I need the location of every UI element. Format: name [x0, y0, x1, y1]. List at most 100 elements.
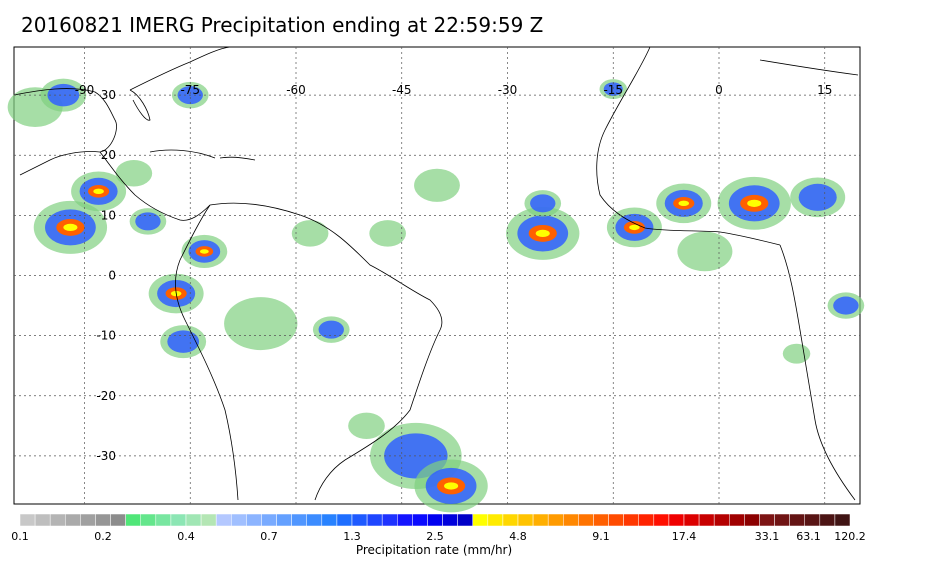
colorbar-swatch — [683, 513, 700, 527]
colorbar-tick-label: 33.1 — [755, 530, 780, 543]
coastline-africa-west — [596, 46, 781, 246]
precip-area-gulf-of-guinea — [677, 231, 733, 272]
precip-area-atlantic-itcz-west — [369, 220, 406, 247]
colorbar-tick-label: 1.3 — [343, 530, 361, 543]
colorbar-swatch — [246, 513, 262, 527]
colorbar-tick-label: 120.2 — [834, 530, 866, 543]
colorbar-swatch — [185, 513, 202, 527]
colorbar-swatch — [547, 513, 564, 527]
colorbar-swatch — [653, 513, 670, 527]
lat-tick-label: 20 — [101, 148, 116, 162]
colorbar-swatch — [261, 513, 277, 527]
colorbar-swatch — [427, 513, 443, 527]
colorbar-swatch — [49, 513, 66, 527]
colorbar-swatch — [276, 513, 292, 527]
colorbar-swatch — [231, 513, 247, 527]
colorbar-tick-label: 0.4 — [177, 530, 195, 543]
coastline-hispaniola — [219, 156, 256, 161]
colorbar-swatch — [366, 513, 383, 527]
colorbar-swatch — [608, 513, 624, 527]
coastline-central-america — [99, 151, 211, 221]
colorbar-swatch — [804, 513, 821, 527]
coastlines — [13, 46, 859, 501]
colorbar-swatch — [336, 513, 353, 527]
lon-tick-label: 15 — [817, 83, 832, 97]
colorbar-swatch — [34, 513, 51, 527]
coastline-africa-southwest — [779, 244, 856, 501]
coastline-gulf-of-mexico — [13, 88, 117, 176]
colorbar-swatch — [110, 513, 126, 527]
lon-tick-label: 0 — [715, 83, 723, 97]
colorbar-tick-label: 0.7 — [260, 530, 278, 543]
colorbar-swatch — [517, 513, 534, 527]
colorbar-title: Precipitation rate (mm/hr) — [355, 543, 513, 557]
coastline-florida — [129, 89, 151, 121]
precip-area-amazon-central — [224, 297, 298, 351]
precip-area-amazon-east — [312, 316, 350, 343]
lat-tick-label: 0 — [108, 269, 116, 283]
colorbar-swatch — [457, 513, 473, 527]
colorbar-swatch — [442, 513, 458, 527]
precip-area-atlantic-central — [414, 168, 460, 202]
precip-area-panama — [129, 208, 167, 235]
precip-area-east-pacific — [33, 200, 108, 254]
lon-tick-label: -60 — [286, 83, 306, 97]
coastline-cuba — [149, 149, 216, 159]
colorbar-tick-label: 63.1 — [796, 530, 821, 543]
colorbar-swatch — [744, 513, 760, 527]
colorbar-swatch — [381, 513, 398, 527]
colorbar-tick-label: 0.1 — [11, 530, 29, 543]
precip-area-peru — [160, 325, 207, 359]
colorbar-swatch — [19, 513, 36, 527]
colorbar-tick-label: 17.4 — [672, 530, 697, 543]
precip-area-iberia — [599, 79, 627, 100]
precip-area-sahel-west — [656, 183, 712, 224]
colorbar-swatch — [668, 513, 685, 527]
colorbar-swatch — [563, 513, 579, 527]
precip-area-guiana — [291, 220, 329, 247]
precip-area-cape-verde — [524, 190, 562, 217]
colorbar-swatch — [713, 513, 730, 527]
precipitation-layer — [7, 78, 865, 513]
colorbar-tick-label: 4.8 — [509, 530, 527, 543]
lat-tick-label: -20 — [96, 389, 116, 403]
colorbar-swatch — [412, 513, 428, 527]
colorbar-swatch — [638, 513, 655, 527]
colorbar-swatch — [623, 513, 639, 527]
colorbar-swatch — [351, 513, 368, 527]
lon-tick-label: -15 — [603, 83, 623, 97]
colorbar-swatch — [789, 513, 805, 527]
colorbar-swatch — [698, 513, 715, 527]
colorbar-tick-label: 0.2 — [94, 530, 112, 543]
colorbar-swatch — [291, 513, 307, 527]
colorbar-swatch — [80, 513, 96, 527]
colorbar-swatch — [532, 513, 549, 527]
colorbar-swatch — [487, 513, 504, 527]
colorbar-swatch — [140, 513, 157, 527]
colorbar-swatch — [215, 513, 232, 527]
map-title: 20160821 IMERG Precipitation ending at 2… — [21, 13, 544, 37]
colorbar-swatch — [819, 513, 836, 527]
colorbar-swatch — [729, 513, 745, 527]
lat-tick-label: -10 — [96, 329, 116, 343]
colorbar-swatch — [95, 513, 111, 527]
colorbar-swatch — [472, 513, 489, 527]
colorbar-swatch — [774, 513, 790, 527]
precip-area-uruguay — [348, 412, 385, 440]
precip-area-atlantic-itcz-east — [506, 206, 580, 260]
precip-area-guinea-coast — [606, 207, 662, 248]
colorbar-swatch — [397, 513, 413, 527]
lon-tick-label: -45 — [392, 83, 412, 97]
precip-area-south-atlantic-front-2 — [414, 459, 488, 513]
colorbar-swatch — [759, 513, 775, 527]
lon-tick-label: -75 — [180, 83, 200, 97]
graticule-labels: -90 -75 -60 -45 -30 -15 0 15 30 20 10 0 -10 -20 -30 — [75, 83, 833, 463]
colorbar-swatch — [125, 513, 141, 527]
lat-tick-label: -30 — [96, 449, 116, 463]
colorbar-labels: 0.1 0.2 0.4 0.7 1.3 2.5 4.8 9.1 17.4 33.1 63.1 120.… — [11, 530, 866, 543]
colorbar-swatch — [200, 513, 217, 527]
colorbar-swatch — [65, 513, 81, 527]
precip-area-congo — [827, 292, 865, 319]
